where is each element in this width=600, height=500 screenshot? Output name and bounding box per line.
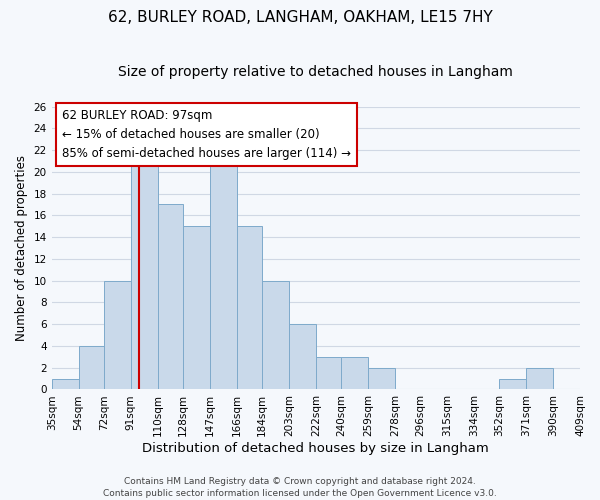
Bar [368, 368, 395, 390]
Bar [104, 280, 131, 390]
Bar [262, 280, 289, 390]
Bar [341, 357, 368, 390]
Bar [526, 368, 553, 390]
Bar [237, 226, 262, 390]
Text: Contains HM Land Registry data © Crown copyright and database right 2024.
Contai: Contains HM Land Registry data © Crown c… [103, 476, 497, 498]
Title: Size of property relative to detached houses in Langham: Size of property relative to detached ho… [118, 65, 513, 79]
Text: 62 BURLEY ROAD: 97sqm
← 15% of detached houses are smaller (20)
85% of semi-deta: 62 BURLEY ROAD: 97sqm ← 15% of detached … [62, 110, 351, 160]
Y-axis label: Number of detached properties: Number of detached properties [15, 155, 28, 341]
Bar [131, 150, 158, 390]
Bar [79, 346, 104, 390]
Bar [183, 226, 210, 390]
Bar [499, 378, 526, 390]
Bar [52, 378, 79, 390]
X-axis label: Distribution of detached houses by size in Langham: Distribution of detached houses by size … [142, 442, 489, 455]
Bar [289, 324, 316, 390]
Bar [316, 357, 341, 390]
Text: 62, BURLEY ROAD, LANGHAM, OAKHAM, LE15 7HY: 62, BURLEY ROAD, LANGHAM, OAKHAM, LE15 7… [107, 10, 493, 25]
Bar [158, 204, 183, 390]
Bar [210, 150, 237, 390]
